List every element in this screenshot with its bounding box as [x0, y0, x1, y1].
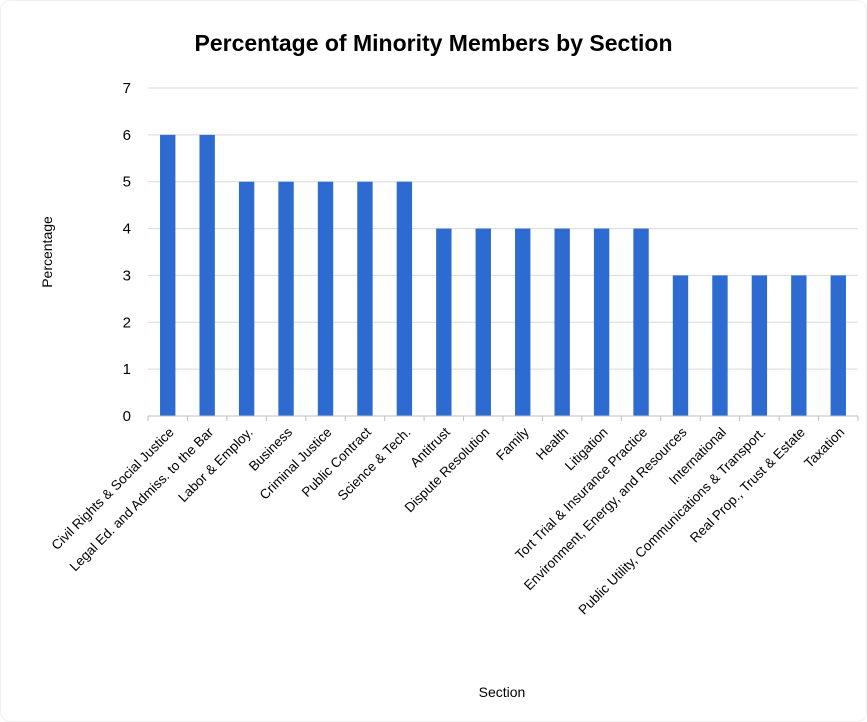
y-tick-label: 6 [123, 127, 131, 144]
bar [593, 228, 610, 416]
y-tick-label: 3 [123, 267, 131, 284]
bar [672, 275, 689, 416]
bar [317, 181, 334, 416]
bar [751, 275, 768, 416]
bar [515, 228, 531, 416]
x-category-label: Public Utility, Communications & Transpo… [576, 425, 769, 618]
x-category-label: Family [493, 424, 532, 463]
bar [712, 275, 728, 416]
bar [278, 181, 294, 416]
y-tick-label: 0 [123, 408, 131, 425]
x-category-label: Health [533, 425, 571, 463]
y-tick-label: 7 [123, 80, 131, 97]
bar [160, 134, 176, 416]
x-category-label: Legal Ed. and Admiss. to the Bar [67, 424, 217, 574]
bar [238, 181, 255, 416]
bar [791, 275, 807, 416]
x-category-label: Taxation [801, 425, 847, 471]
y-tick-label: 2 [123, 314, 131, 331]
bar [436, 228, 452, 416]
bar [357, 181, 373, 416]
x-category-label: Criminal Justice [257, 425, 335, 503]
x-category-label: Public Contract [299, 424, 375, 500]
y-tick-label: 4 [123, 221, 131, 238]
y-axis-ticks: 0 1 2 3 4 5 6 7 [123, 80, 131, 425]
bar [199, 134, 215, 416]
y-tick-label: 5 [123, 174, 131, 191]
bars [160, 134, 846, 416]
chart-title: Percentage of Minority Members by Sectio… [194, 30, 673, 56]
bar [830, 275, 846, 416]
bar [554, 228, 570, 416]
x-axis [147, 415, 859, 421]
bar [475, 228, 491, 416]
x-category-label: Science & Tech. [335, 425, 414, 504]
gridlines [148, 87, 858, 370]
bar [633, 228, 649, 416]
bar [396, 181, 413, 416]
x-axis-title: Section [478, 684, 526, 700]
x-category-label: Labor & Employ. [175, 425, 255, 505]
y-tick-label: 1 [123, 361, 131, 378]
